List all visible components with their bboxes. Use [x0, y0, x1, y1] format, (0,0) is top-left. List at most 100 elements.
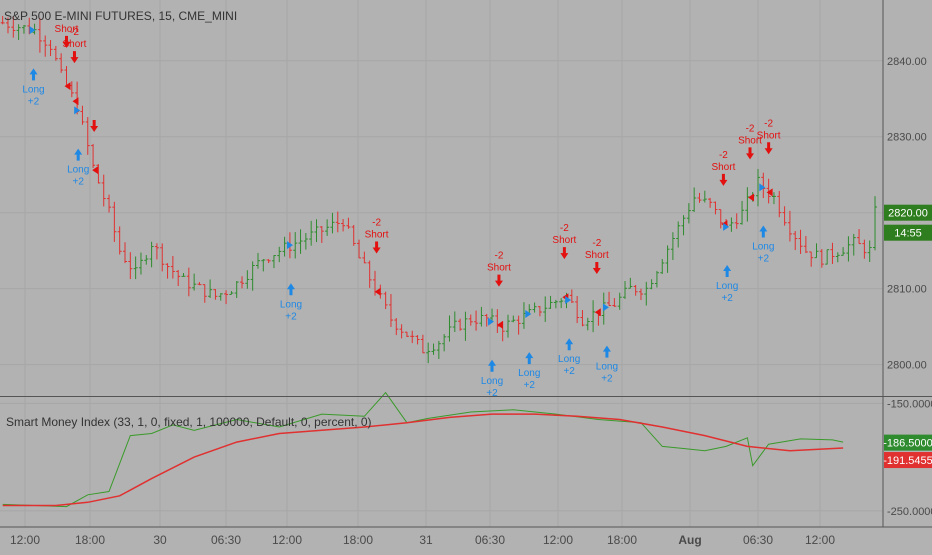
price-bar	[346, 217, 351, 229]
price-bar	[835, 252, 840, 263]
signal-value-badge-bg	[884, 452, 932, 469]
price-bar	[607, 291, 612, 307]
short-quantity: -2	[372, 218, 381, 229]
price-bar	[80, 105, 85, 125]
short-signal: Short-2	[487, 251, 511, 329]
price-bar	[431, 343, 436, 355]
time-tick-label: 06:30	[743, 533, 773, 547]
indicator-pane	[2, 391, 844, 508]
short-label: Short	[552, 235, 576, 246]
price-bar	[638, 288, 643, 301]
long-signal: Long+2	[752, 183, 774, 265]
short-entry-marker	[72, 97, 79, 106]
price-bar	[814, 243, 819, 259]
short-signal: Short-2	[757, 118, 781, 197]
short-arrow-icon	[560, 247, 569, 260]
price-bar	[43, 35, 48, 57]
long-quantity: +2	[563, 366, 575, 377]
short-quantity: -2	[746, 123, 755, 134]
long-entry-marker	[488, 317, 495, 326]
long-quantity: +2	[72, 177, 84, 188]
price-bar	[532, 302, 537, 313]
short-signal: Short-2	[365, 218, 389, 296]
long-label: Long	[280, 299, 302, 310]
price-bar	[442, 334, 447, 352]
price-bar	[138, 252, 143, 275]
price-bar	[862, 239, 867, 259]
price-bar	[490, 308, 495, 323]
price-bar	[623, 281, 628, 299]
long-arrow-icon	[286, 283, 295, 296]
short-label: Short	[487, 263, 511, 274]
price-bar	[777, 190, 782, 218]
price-bar	[319, 226, 324, 243]
price-bar	[479, 306, 484, 327]
price-bar	[410, 330, 415, 344]
long-label: Long	[518, 368, 540, 379]
short-arrow-icon	[592, 262, 601, 275]
price-bar	[293, 232, 298, 259]
price-bar	[559, 298, 564, 309]
price-bar	[144, 255, 149, 265]
short-arrow-icon	[764, 142, 773, 155]
price-bar	[702, 190, 707, 203]
price-bar	[591, 300, 596, 333]
time-tick-label: 31	[419, 533, 433, 547]
short-quantity: -2	[494, 251, 503, 262]
price-bar	[240, 276, 245, 289]
price-bar	[213, 289, 218, 300]
smi-signal-line	[2, 413, 844, 507]
price-bar	[357, 239, 362, 259]
price-bar	[447, 315, 452, 342]
time-tick-label: 06:30	[211, 533, 241, 547]
long-label: Long	[752, 242, 774, 253]
price-bar	[830, 242, 835, 264]
long-entry-marker	[286, 241, 293, 250]
long-signal: Long+2	[22, 26, 45, 107]
price-bar	[686, 203, 691, 224]
short-arrow-icon	[70, 51, 79, 64]
long-entry-marker	[525, 309, 532, 318]
long-quantity: +2	[721, 293, 733, 304]
price-bar	[681, 215, 686, 236]
grid	[0, 0, 883, 527]
long-quantity: +2	[28, 96, 40, 107]
short-entry-marker	[496, 320, 503, 329]
price-bar	[101, 174, 106, 207]
smi-line	[2, 391, 844, 508]
price-bar	[851, 233, 856, 256]
price-bar	[708, 197, 713, 208]
price-bar	[404, 331, 409, 338]
long-quantity: +2	[524, 380, 536, 391]
price-bar	[394, 318, 399, 336]
price-bar	[186, 267, 191, 297]
price-bar	[383, 291, 388, 310]
bar-countdown-badge-text: 14:55	[894, 228, 922, 240]
price-bar	[341, 219, 346, 232]
short-label: Short	[55, 24, 79, 35]
price-bar	[654, 270, 659, 288]
short-quantity: -2	[719, 150, 728, 161]
signal-value-badge-text: -191.5455	[883, 455, 932, 467]
price-bar	[91, 143, 96, 168]
price-bar	[85, 117, 90, 155]
price-bar	[543, 296, 548, 322]
short-signal: Short-2	[585, 238, 609, 317]
time-tick-label: 18:00	[607, 533, 637, 547]
price-bar	[809, 251, 814, 267]
price-bar	[670, 232, 675, 261]
price-bar	[755, 168, 760, 207]
signal-value-badge: -191.5455	[883, 452, 932, 469]
long-quantity: +2	[758, 254, 770, 265]
price-bar	[282, 236, 287, 257]
price-bar	[463, 311, 468, 341]
price-tick-label: 2800.00	[887, 360, 927, 372]
short-label: Short	[738, 135, 762, 146]
price-bar	[782, 206, 787, 226]
price-bar	[420, 334, 425, 354]
price-bar	[585, 317, 590, 331]
price-bar	[170, 255, 175, 279]
